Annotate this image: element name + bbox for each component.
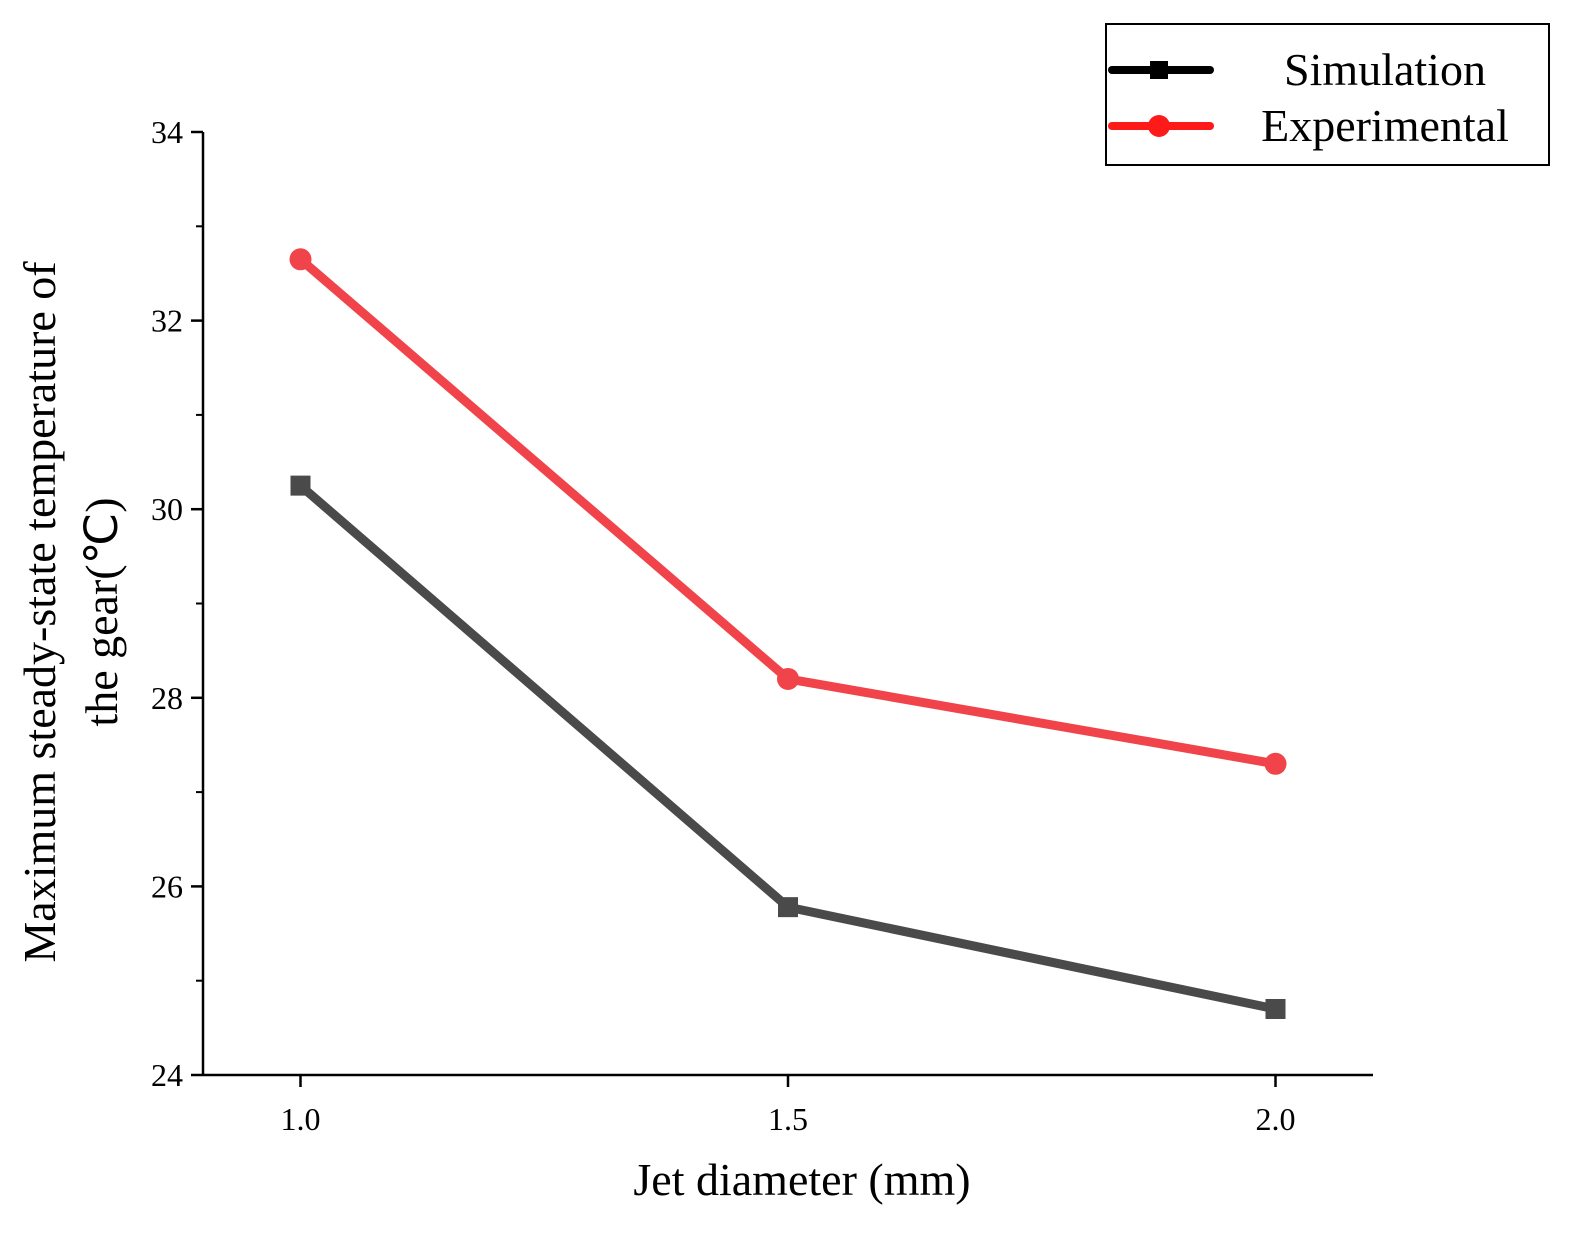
simulation-line bbox=[296, 481, 1280, 1014]
y-tick-label: 32 bbox=[151, 303, 183, 339]
y-tick-label: 26 bbox=[151, 868, 183, 904]
ticks: 24 26 28 30 32 34 1.0 1.5 2.0 bbox=[151, 114, 1296, 1137]
y-tick-label: 30 bbox=[151, 491, 183, 527]
y-axis-title: Maximum steady-state temperature of bbox=[14, 261, 65, 963]
x-axis-title: Jet diameter (mm) bbox=[633, 1154, 970, 1205]
simulation-point bbox=[290, 475, 311, 496]
experimental-legend-marker bbox=[1148, 115, 1170, 137]
y-axis-title-line-2-text: the gear(℃) bbox=[76, 497, 127, 726]
y-tick-label: 28 bbox=[151, 680, 183, 716]
y-tick-label: 34 bbox=[151, 114, 183, 150]
series-group bbox=[289, 248, 1287, 1019]
y-axis-title-line-2: the gear(℃) bbox=[76, 497, 127, 726]
experimental-point bbox=[1264, 752, 1287, 775]
experimental-point bbox=[289, 248, 312, 271]
simulation-legend-label: Simulation bbox=[1284, 44, 1486, 95]
experimental-point bbox=[777, 667, 799, 690]
experimental-legend-label: Experimental bbox=[1261, 100, 1509, 151]
x-tick-label: 1.0 bbox=[281, 1101, 321, 1137]
x-tick-label: 2.0 bbox=[1256, 1101, 1296, 1137]
simulation-point bbox=[1265, 998, 1286, 1019]
y-axis-title-line-1: Maximum steady-state temperature of bbox=[14, 261, 65, 963]
simulation-point bbox=[778, 897, 798, 918]
y-tick-label: 24 bbox=[151, 1057, 183, 1093]
axes bbox=[201, 132, 1373, 1077]
x-tick-label: 1.5 bbox=[768, 1101, 808, 1137]
legend-box bbox=[1105, 23, 1550, 166]
simulation-legend-marker bbox=[1150, 61, 1168, 79]
